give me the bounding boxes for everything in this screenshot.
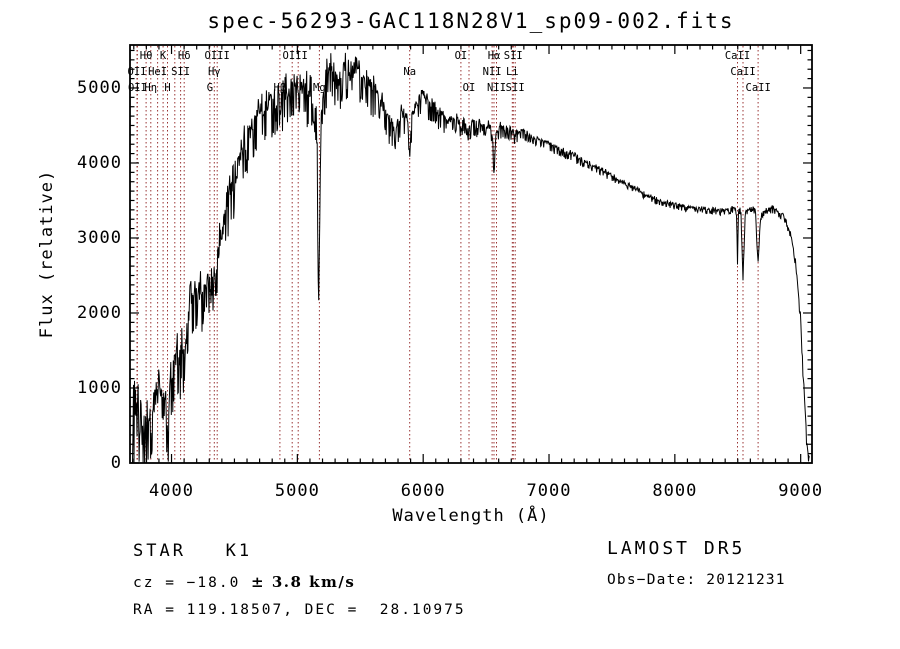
y-axis-title: Flux (relative) — [37, 169, 57, 339]
page-title: spec-56293-GAC118N28V1_sp09-002.fits — [207, 9, 735, 33]
survey-name-text: LAMOST DR5 — [607, 538, 746, 559]
radial-velocity-text: cz = −18.0 ± 3.8 km/s — [133, 573, 355, 591]
obs-date-text: Obs−Date: 20121231 — [607, 572, 786, 588]
star-class-text: STAR K1 — [133, 541, 253, 561]
cz-error-value: ± 3.8 km/s — [251, 573, 356, 591]
ra-dec-text: RA = 119.18507, DEC = 28.10975 — [133, 602, 466, 618]
plot-frame — [129, 44, 813, 464]
x-axis-title: Wavelength (Å) — [392, 506, 550, 526]
spectrum-trace — [132, 52, 810, 463]
cz-value: cz = −18.0 — [133, 575, 252, 591]
